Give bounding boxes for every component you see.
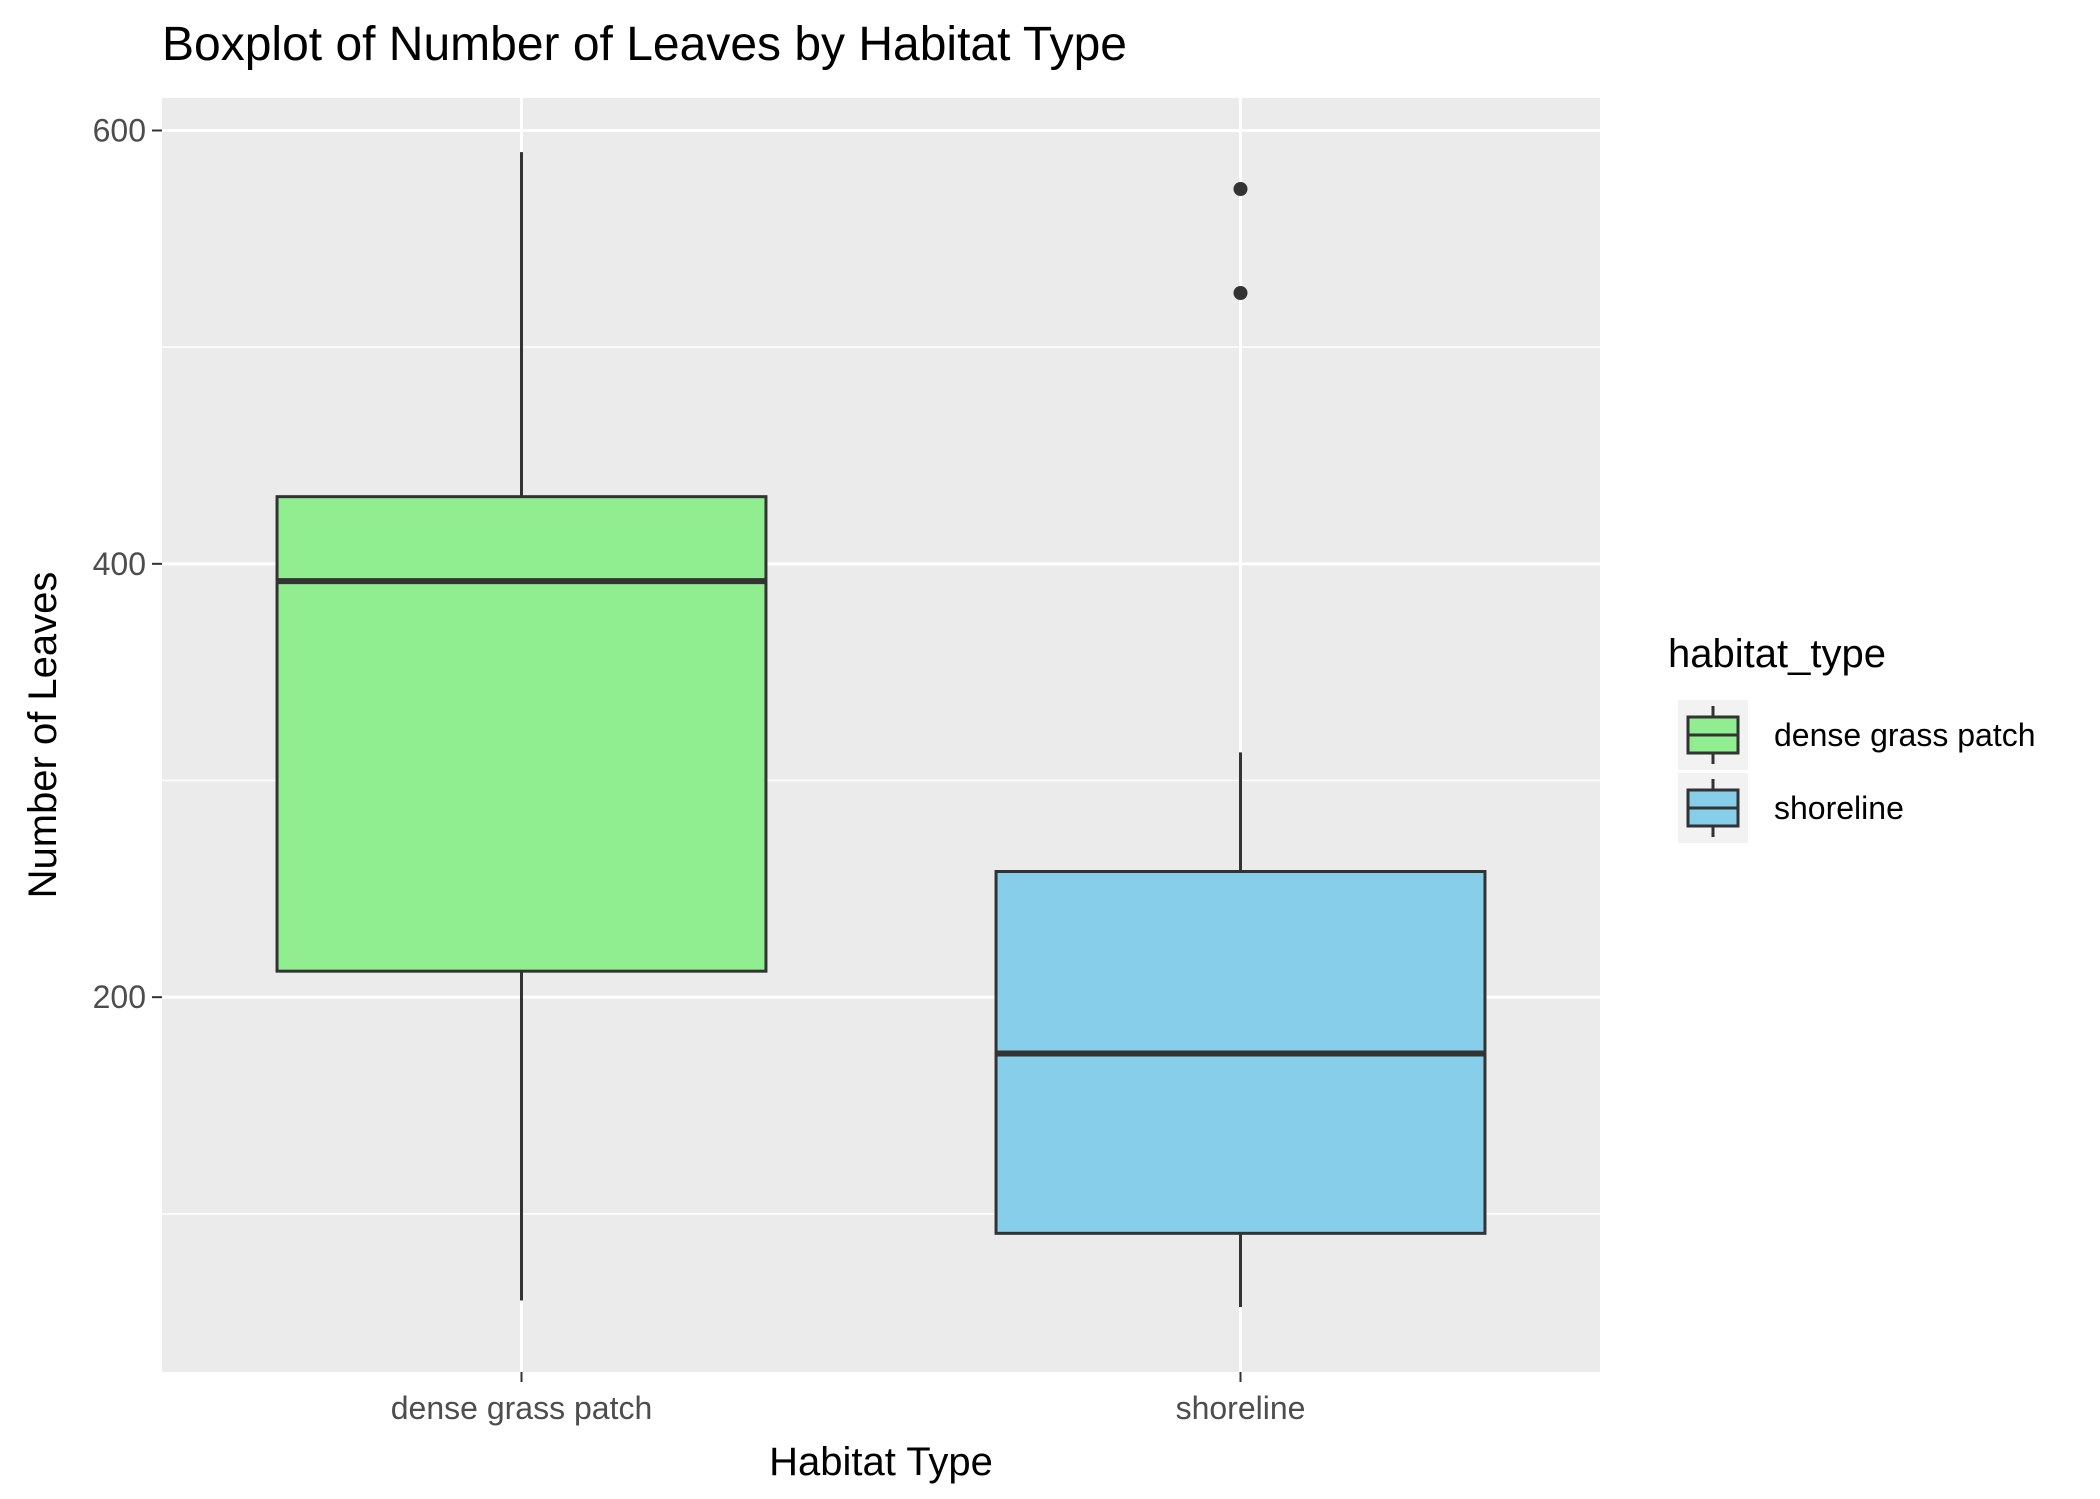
x-axis-title: Habitat Type <box>769 1440 993 1484</box>
legend-label: dense grass patch <box>1774 717 2036 753</box>
legend-label: shoreline <box>1774 790 1904 826</box>
y-tick-label: 600 <box>93 113 146 149</box>
boxes-layer <box>275 152 1487 1307</box>
x-tick-label: dense grass patch <box>391 1390 653 1426</box>
box-dense-grass-patch <box>275 152 768 1301</box>
x-axis: dense grass patch shoreline <box>391 1372 1306 1426</box>
outlier-point <box>1233 182 1248 196</box>
y-tick-label: 400 <box>93 546 146 582</box>
y-tick-label: 200 <box>93 979 146 1015</box>
y-axis: 200 400 600 <box>93 113 162 1015</box>
x-tick-label: shoreline <box>1176 1390 1306 1426</box>
box-shoreline <box>994 182 1487 1307</box>
chart-title: Boxplot of Number of Leaves by Habitat T… <box>162 18 1127 71</box>
legend-entry: shoreline <box>1678 773 1904 843</box>
legend-entry: dense grass patch <box>1678 700 2036 770</box>
iqr-box <box>275 495 768 973</box>
legend-title: habitat_type <box>1668 632 1886 676</box>
legend: habitat_type dense grass patch shoreline <box>1668 632 2036 843</box>
outlier-point <box>1233 286 1248 300</box>
y-axis-title: Number of Leaves <box>21 572 65 899</box>
